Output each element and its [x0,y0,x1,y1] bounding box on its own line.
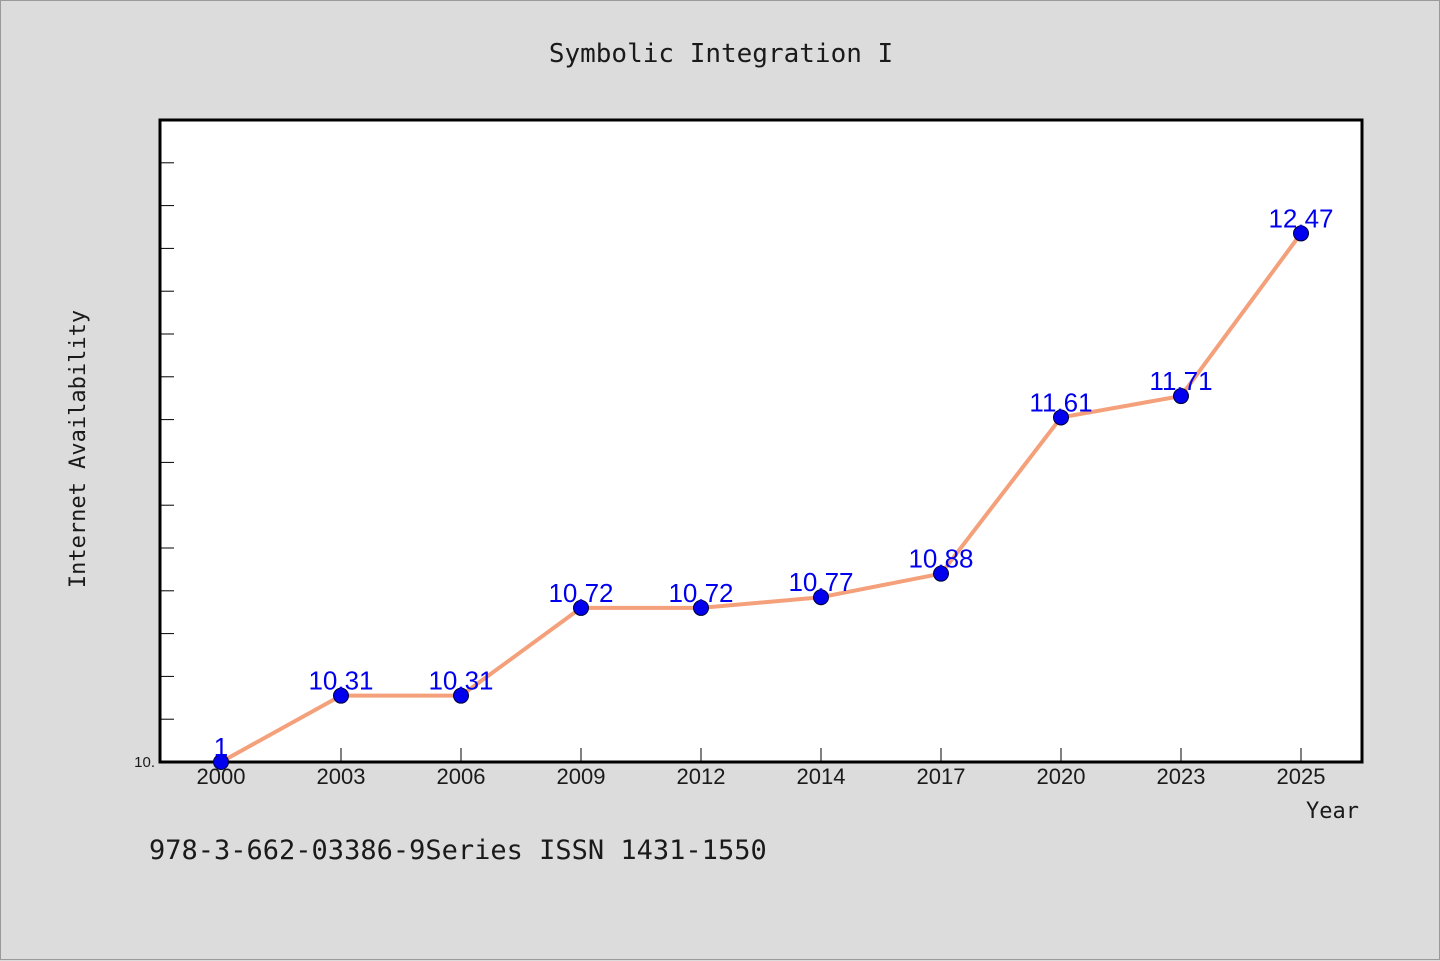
data-point [813,589,829,606]
data-label: 10.72 [548,578,613,608]
data-point [1053,409,1069,426]
data-label: 10.31 [428,666,493,696]
data-label: 11.61 [1029,387,1092,417]
data-point [333,687,349,704]
series-line [220,232,1303,764]
x-tick-label: 2014 [797,764,846,789]
data-markers [213,225,1309,770]
data-label: 10.88 [908,544,973,574]
data-label: 10.72 [668,578,733,608]
x-tick-label: 2006 [437,764,486,789]
data-label: 12.47 [1268,203,1333,233]
data-point [933,565,949,582]
x-tick-label: 2025 [1277,764,1326,789]
data-point [573,599,589,616]
footer-note: 978-3-662-03386-9Series ISSN 1431-1550 [149,835,767,866]
y-tick-label: 10. [134,754,155,771]
x-tick-label: 2012 [677,764,726,789]
data-point [453,687,469,704]
data-labels: 1 10.31 10.31 10.72 10.72 10.77 10.88 11.61 11.7… [214,203,1334,762]
y-axis-ticks [160,162,174,720]
x-tick-label: 2009 [557,764,606,789]
data-point [213,754,229,770]
x-tick-label: 2020 [1037,764,1086,789]
x-tick-label: 2017 [917,764,966,789]
chart-title: Symbolic Integration I [549,39,893,69]
data-label: 11.71 [1149,366,1212,396]
y-axis-label: Internet Availability [66,310,91,588]
x-axis-label: Year [1306,799,1359,824]
plot-area [158,118,1364,764]
data-point [1293,225,1309,242]
data-label: 10.77 [788,567,853,597]
x-tick-label: 2003 [317,764,366,789]
x-tick-label: 2023 [1157,764,1206,789]
data-point [1173,388,1189,405]
series-line-group [220,232,1303,764]
x-axis-ticks: 2000 2003 2006 2009 2012 2014 2017 2020 2023 2025 [197,748,1326,789]
data-point [693,599,709,616]
data-label: 10.31 [308,666,373,696]
data-label: 1 [214,732,228,762]
